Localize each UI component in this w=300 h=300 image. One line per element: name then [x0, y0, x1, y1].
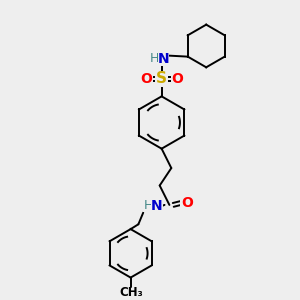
Text: O: O	[181, 196, 193, 210]
Text: H: H	[143, 200, 153, 212]
Text: CH₃: CH₃	[120, 286, 143, 298]
Text: O: O	[140, 72, 152, 86]
Text: N: N	[158, 52, 170, 66]
Text: N: N	[151, 199, 163, 213]
Text: O: O	[171, 72, 183, 86]
Text: H: H	[150, 52, 160, 65]
Text: S: S	[156, 71, 167, 86]
